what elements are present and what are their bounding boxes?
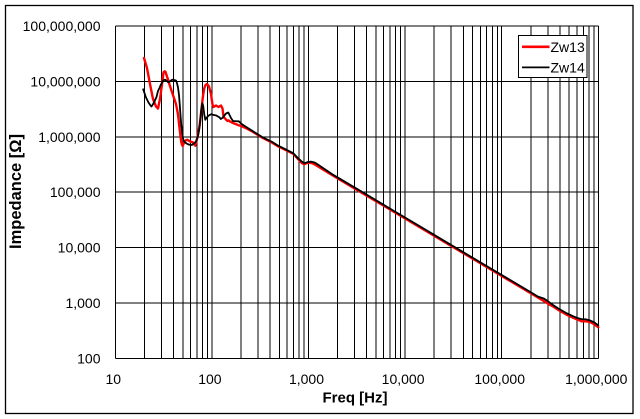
svg-text:1,000: 1,000 — [289, 371, 324, 387]
svg-text:10: 10 — [106, 371, 122, 387]
svg-text:Impedance [Ω]: Impedance [Ω] — [7, 134, 25, 249]
svg-text:Zw14: Zw14 — [551, 59, 585, 75]
svg-text:100: 100 — [198, 371, 222, 387]
svg-text:100,000: 100,000 — [474, 371, 525, 387]
svg-text:100,000: 100,000 — [50, 184, 101, 200]
svg-text:Freq [Hz]: Freq [Hz] — [323, 390, 388, 407]
svg-text:1,000: 1,000 — [65, 295, 100, 311]
svg-text:1,000,000: 1,000,000 — [565, 371, 627, 387]
svg-text:10,000: 10,000 — [58, 240, 101, 256]
svg-text:1,000,000: 1,000,000 — [38, 129, 100, 145]
svg-text:10,000: 10,000 — [382, 371, 425, 387]
svg-text:Zw13: Zw13 — [551, 39, 585, 55]
svg-text:100,000,000: 100,000,000 — [23, 18, 101, 34]
svg-text:10,000,000: 10,000,000 — [30, 73, 100, 89]
svg-text:100: 100 — [77, 350, 101, 366]
